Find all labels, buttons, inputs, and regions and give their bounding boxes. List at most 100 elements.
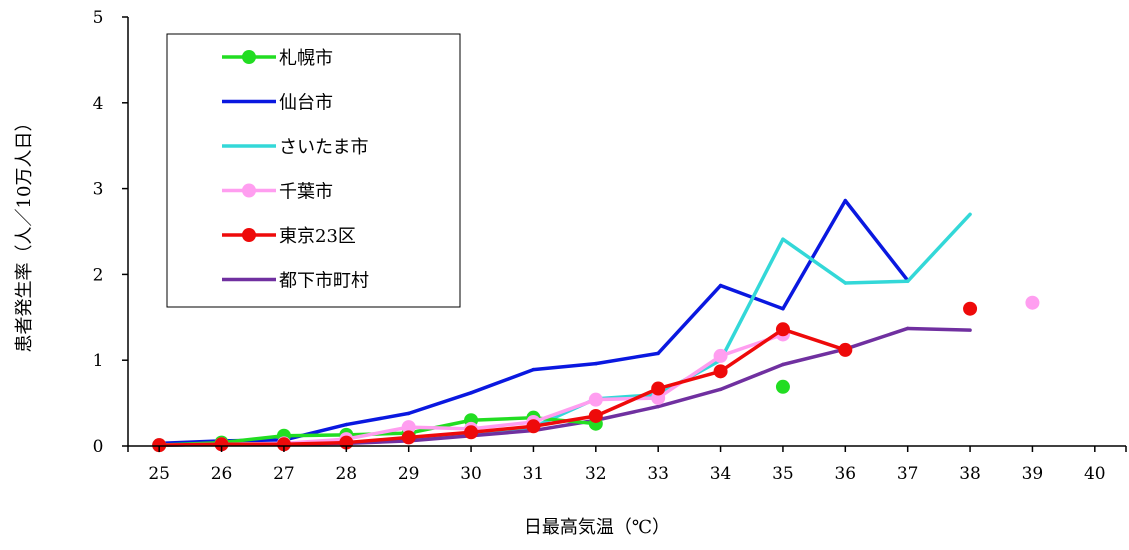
x-tick-label: 32 [585,464,607,484]
legend-entry: 札幌市 [222,48,333,69]
x-tick-label: 29 [398,464,420,484]
data-point [775,379,790,394]
series-line-segment [219,433,286,445]
series-line-segment [282,433,349,438]
data-point [152,438,167,453]
x-tick-label: 26 [211,464,233,484]
series-line-segment [531,361,598,372]
data-point [588,408,603,423]
data-point [713,364,728,379]
series-line-segment [406,430,473,440]
x-tick-label: 34 [710,464,732,484]
data-point [401,430,416,445]
series-line-segment [469,424,536,435]
series-4 [152,301,978,453]
legend-swatch-marker [242,50,256,64]
series-line-segment [843,279,910,285]
x-tick-label: 30 [460,464,482,484]
data-point [651,381,666,396]
data-point [401,420,416,435]
legend-label: 都下市町村 [279,271,369,292]
data-point [588,392,603,407]
data-point [1025,295,1040,310]
x-tick-label: 33 [647,464,669,484]
legend-box [166,33,461,308]
x-tick-label: 27 [273,464,295,484]
y-tick-label: 2 [93,265,104,285]
series-line-segment [718,362,785,392]
series-line-segment [282,422,349,442]
series-line-segment [656,387,723,409]
legend-label: 千葉市 [279,182,333,203]
series-line-segment [594,396,660,402]
series-line-segment [531,397,598,424]
y-tick-label: 5 [93,8,104,28]
y-axis-title: 患者発生率（人／10万人日） [14,114,35,353]
series-line-segment [905,212,972,284]
series-line-segment [469,428,536,438]
legend-swatch-marker [242,183,256,198]
data-point [276,437,291,452]
data-point [464,425,479,440]
series-line-segment [843,326,910,351]
legend-entry: 東京23区 [222,226,356,247]
series-layer [152,198,1040,453]
y-tick-label: 1 [93,351,104,371]
series-line-segment [594,386,660,418]
x-tick-label: 37 [897,464,919,484]
series-line-segment [406,425,473,431]
series-line-segment [469,420,536,431]
data-point [526,419,541,434]
series-line-segment [406,433,473,443]
x-tick-label: 39 [1022,464,1044,484]
series-line-segment [594,351,660,366]
series-line-segment [843,198,910,283]
series-line-segment [344,411,411,427]
series-line-segment [781,198,848,311]
legend-entry: 千葉市 [222,182,333,203]
legend-label: 東京23区 [279,226,356,247]
y-tick-label: 0 [93,437,104,457]
series-line-segment [594,404,660,423]
legend-label: 仙台市 [279,93,333,114]
series-line-segment [344,435,411,445]
series-line-segment [781,237,848,285]
data-point [838,342,853,357]
series-line-segment [656,369,723,391]
series-line-segment [656,354,723,400]
legend-swatch-marker [242,228,256,242]
legend-label: 札幌市 [279,48,333,69]
legend-entry: さいたま市 [222,137,368,158]
legend-entry: 都下市町村 [222,271,369,292]
x-tick-label: 40 [1084,464,1106,484]
series-line-segment [781,327,848,352]
series-line-segment [469,367,536,395]
y-tick-label: 3 [93,180,104,200]
series-line-segment [469,415,536,423]
data-point [963,301,978,316]
series-line-segment [781,347,848,367]
x-tick-label: 28 [335,464,357,484]
series-line-segment [344,425,411,441]
series-line-segment [718,327,785,374]
data-point [775,322,790,337]
data-point [713,348,728,363]
series-line-segment [905,326,972,332]
series-line-segment [718,237,785,362]
x-axis-title: 日最高気温（℃） [524,517,670,538]
series-line-segment [531,414,598,429]
x-tick-label: 31 [523,464,545,484]
series-line-segment [157,442,224,447]
legend-entry: 仙台市 [222,93,333,114]
series-line-segment [282,440,349,447]
x-tick-label: 35 [772,464,794,484]
series-line-segment [656,283,723,356]
x-tick-label: 25 [148,464,170,484]
x-tick-label: 38 [959,464,981,484]
series-line-segment [406,391,473,416]
x-tick-label: 36 [834,464,856,484]
y-tick-label: 4 [93,94,104,114]
